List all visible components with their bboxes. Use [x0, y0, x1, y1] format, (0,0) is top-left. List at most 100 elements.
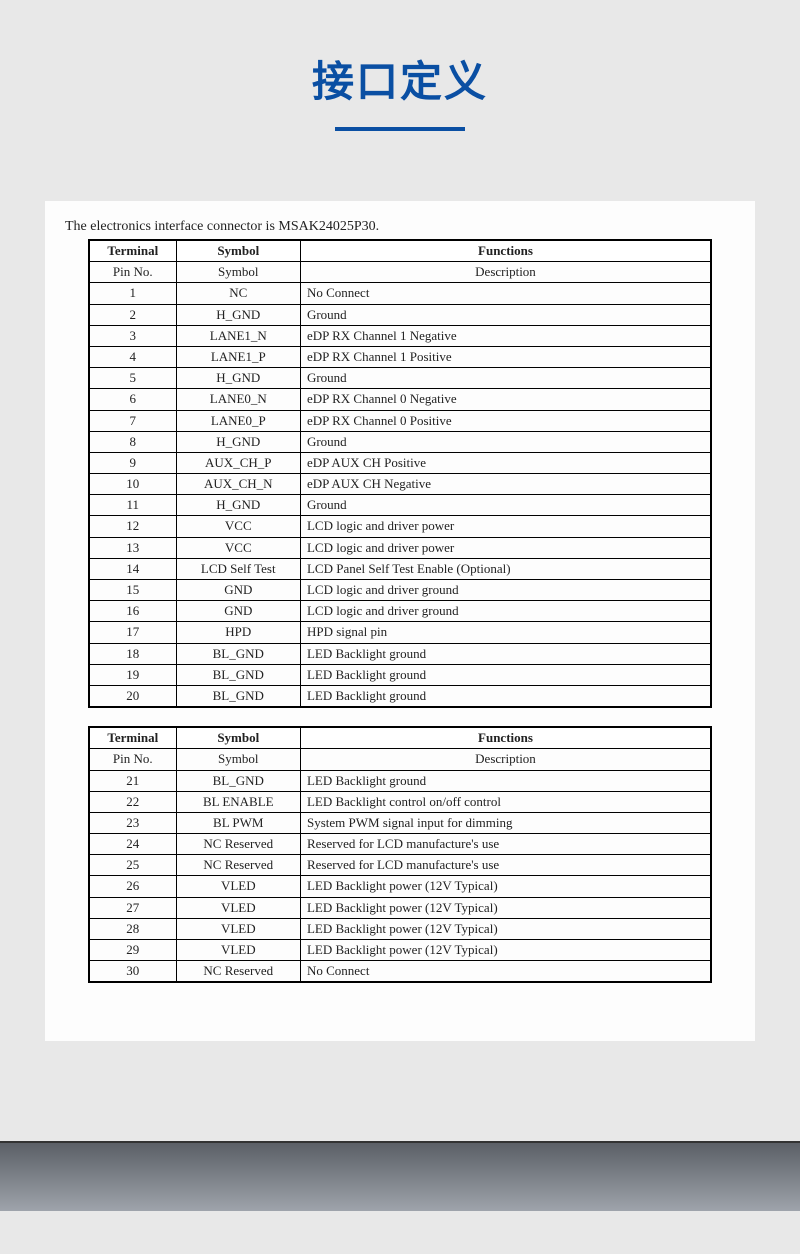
table-row: 23BL PWMSystem PWM signal input for dimm…	[89, 812, 711, 833]
table-row: 26VLEDLED Backlight power (12V Typical)	[89, 876, 711, 897]
pin-no-cell: 27	[89, 897, 176, 918]
function-cell: LED Backlight power (12V Typical)	[300, 876, 711, 897]
pin-no-cell: 21	[89, 770, 176, 791]
table-row: 12VCCLCD logic and driver power	[89, 516, 711, 537]
table-row: 16GNDLCD logic and driver ground	[89, 601, 711, 622]
table-header-row: Terminal Symbol Functions	[89, 240, 711, 262]
pin-no-cell: 3	[89, 325, 176, 346]
symbol-cell: BL_GND	[176, 770, 300, 791]
col-header: Terminal	[89, 727, 176, 749]
table-row: 15GNDLCD logic and driver ground	[89, 580, 711, 601]
table-header-row: Terminal Symbol Functions	[89, 727, 711, 749]
col-header: Symbol	[176, 727, 300, 749]
symbol-cell: NC Reserved	[176, 961, 300, 983]
function-cell: LED Backlight power (12V Typical)	[300, 940, 711, 961]
subhead-cell: Description	[300, 262, 711, 283]
pin-no-cell: 13	[89, 537, 176, 558]
function-cell: eDP AUX CH Negative	[300, 474, 711, 495]
symbol-cell: LANE0_N	[176, 389, 300, 410]
symbol-cell: AUX_CH_P	[176, 452, 300, 473]
symbol-cell: BL ENABLE	[176, 791, 300, 812]
document-area: The electronics interface connector is M…	[45, 201, 755, 1041]
symbol-cell: BL_GND	[176, 664, 300, 685]
pin-no-cell: 6	[89, 389, 176, 410]
function-cell: LCD logic and driver power	[300, 516, 711, 537]
table-subheader-row: Pin No. Symbol Description	[89, 262, 711, 283]
function-cell: LED Backlight ground	[300, 770, 711, 791]
symbol-cell: VCC	[176, 537, 300, 558]
col-header: Symbol	[176, 240, 300, 262]
pin-no-cell: 14	[89, 558, 176, 579]
symbol-cell: VLED	[176, 940, 300, 961]
function-cell: Ground	[300, 431, 711, 452]
function-cell: LCD logic and driver ground	[300, 601, 711, 622]
col-header: Terminal	[89, 240, 176, 262]
page-header: 接口定义	[0, 0, 800, 171]
function-cell: LCD Panel Self Test Enable (Optional)	[300, 558, 711, 579]
symbol-cell: H_GND	[176, 368, 300, 389]
symbol-cell: H_GND	[176, 431, 300, 452]
pin-no-cell: 18	[89, 643, 176, 664]
table-row: 19BL_GNDLED Backlight ground	[89, 664, 711, 685]
function-cell: LED Backlight ground	[300, 685, 711, 707]
table-row: 22BL ENABLELED Backlight control on/off …	[89, 791, 711, 812]
function-cell: LED Backlight ground	[300, 664, 711, 685]
symbol-cell: LANE0_P	[176, 410, 300, 431]
table-row: 29VLEDLED Backlight power (12V Typical)	[89, 940, 711, 961]
pin-no-cell: 4	[89, 346, 176, 367]
table-row: 25NC ReservedReserved for LCD manufactur…	[89, 855, 711, 876]
pin-table-2: Terminal Symbol Functions Pin No. Symbol…	[88, 726, 712, 983]
pin-no-cell: 2	[89, 304, 176, 325]
pin-no-cell: 23	[89, 812, 176, 833]
pin-no-cell: 28	[89, 918, 176, 939]
pin-no-cell: 20	[89, 685, 176, 707]
pin-no-cell: 11	[89, 495, 176, 516]
symbol-cell: BL_GND	[176, 685, 300, 707]
table-row: 11H_GNDGround	[89, 495, 711, 516]
function-cell: LED Backlight control on/off control	[300, 791, 711, 812]
symbol-cell: AUX_CH_N	[176, 474, 300, 495]
table-row: 30NC ReservedNo Connect	[89, 961, 711, 983]
table-row: 18BL_GNDLED Backlight ground	[89, 643, 711, 664]
symbol-cell: LANE1_N	[176, 325, 300, 346]
symbol-cell: BL PWM	[176, 812, 300, 833]
function-cell: Ground	[300, 368, 711, 389]
symbol-cell: NC Reserved	[176, 834, 300, 855]
symbol-cell: VLED	[176, 918, 300, 939]
symbol-cell: VCC	[176, 516, 300, 537]
pin-no-cell: 24	[89, 834, 176, 855]
function-cell: LED Backlight power (12V Typical)	[300, 897, 711, 918]
table-row: 2H_GNDGround	[89, 304, 711, 325]
function-cell: Ground	[300, 495, 711, 516]
subhead-cell: Pin No.	[89, 262, 176, 283]
symbol-cell: BL_GND	[176, 643, 300, 664]
pin-no-cell: 10	[89, 474, 176, 495]
table-row: 5H_GNDGround	[89, 368, 711, 389]
table-row: 9AUX_CH_PeDP AUX CH Positive	[89, 452, 711, 473]
function-cell: LCD logic and driver power	[300, 537, 711, 558]
table-row: 13VCCLCD logic and driver power	[89, 537, 711, 558]
table-row: 24NC ReservedReserved for LCD manufactur…	[89, 834, 711, 855]
table-row: 10AUX_CH_NeDP AUX CH Negative	[89, 474, 711, 495]
pin-no-cell: 30	[89, 961, 176, 983]
table-row: 8H_GNDGround	[89, 431, 711, 452]
function-cell: Ground	[300, 304, 711, 325]
table-row: 7LANE0_PeDP RX Channel 0 Positive	[89, 410, 711, 431]
intro-text: The electronics interface connector is M…	[65, 219, 725, 235]
table-row: 17HPDHPD signal pin	[89, 622, 711, 643]
symbol-cell: NC Reserved	[176, 855, 300, 876]
symbol-cell: GND	[176, 601, 300, 622]
symbol-cell: H_GND	[176, 495, 300, 516]
table-row: 3LANE1_NeDP RX Channel 1 Negative	[89, 325, 711, 346]
pin-no-cell: 16	[89, 601, 176, 622]
title-underline	[335, 127, 465, 131]
table-row: 14LCD Self TestLCD Panel Self Test Enabl…	[89, 558, 711, 579]
pin-no-cell: 26	[89, 876, 176, 897]
pin-table-1: Terminal Symbol Functions Pin No. Symbol…	[88, 239, 712, 708]
table-row: 27VLEDLED Backlight power (12V Typical)	[89, 897, 711, 918]
pin-no-cell: 9	[89, 452, 176, 473]
table-row: 20BL_GNDLED Backlight ground	[89, 685, 711, 707]
symbol-cell: LANE1_P	[176, 346, 300, 367]
pin-no-cell: 15	[89, 580, 176, 601]
table-row: 6LANE0_NeDP RX Channel 0 Negative	[89, 389, 711, 410]
